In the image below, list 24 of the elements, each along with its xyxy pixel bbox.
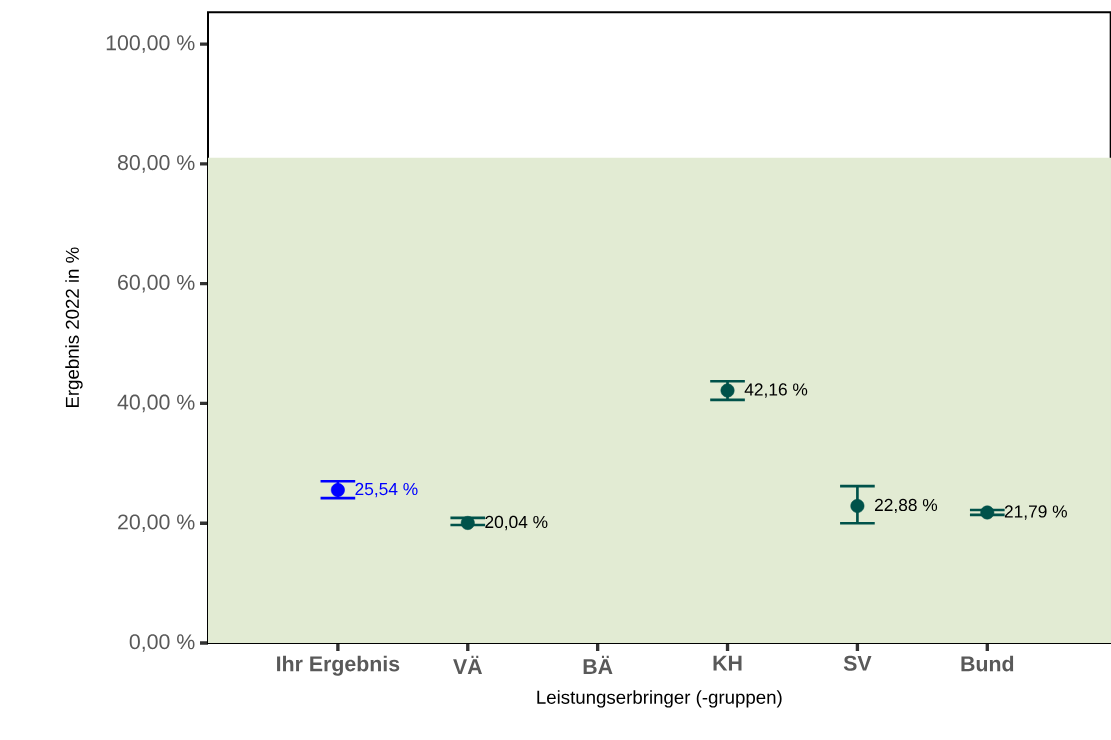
- point: [330, 483, 345, 497]
- y-tick-label: 100,00 %: [106, 35, 195, 53]
- data-label: 25,54 %: [355, 482, 418, 498]
- y-tick-label: 40,00 %: [117, 394, 195, 413]
- data-label: 21,79 %: [1004, 505, 1067, 520]
- y-axis-title: Ergebnis 2022 in %: [65, 247, 83, 408]
- y-tick-label: 80,00 %: [117, 155, 195, 173]
- point: [460, 516, 475, 530]
- data-label: 42,16 %: [744, 383, 808, 398]
- x-tick-label: Bund: [961, 655, 1014, 672]
- data-label: 22,88 %: [875, 498, 938, 514]
- x-tick-label: VÄ: [453, 655, 483, 674]
- x-tick-label: Ihr Ergebnis: [277, 655, 400, 676]
- x-tick-label: BÄ: [583, 655, 613, 674]
- x-tick-label: SV: [843, 655, 872, 671]
- y-tick-label: 0,00 %: [129, 634, 195, 652]
- x-axis-title: Leistungserbringer (-gruppen): [537, 690, 782, 708]
- y-tick-label: 20,00 %: [118, 514, 195, 533]
- point: [850, 499, 865, 513]
- point: [980, 505, 995, 520]
- y-tick-label: 60,00 %: [118, 274, 195, 293]
- data-label: 20,04 %: [485, 515, 548, 531]
- x-tick-label: KH: [713, 655, 742, 671]
- point: [720, 383, 735, 398]
